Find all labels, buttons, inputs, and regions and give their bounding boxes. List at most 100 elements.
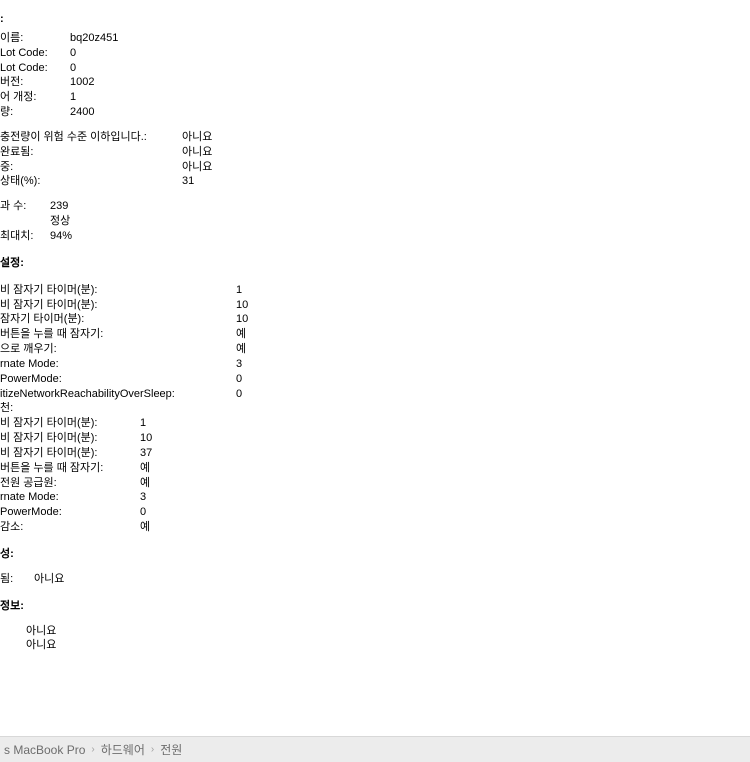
settings-header: 설정: xyxy=(0,256,750,271)
settings-group-b: 비 잠자기 타이머(분):1 비 잠자기 타이머(분):10 비 잠자기 타이머… xyxy=(0,416,750,535)
info-key: PowerMode: xyxy=(0,372,228,387)
info-row: 잠자기 타이머(분):10 xyxy=(0,312,750,327)
info-row: 비 잠자기 타이머(분):1 xyxy=(0,283,750,298)
info-value: 239 xyxy=(42,199,68,214)
info-row: 버튼을 누를 때 잠자기:예 xyxy=(0,461,750,476)
info-value: 아니요 xyxy=(26,638,56,653)
info-value: 0 xyxy=(62,61,76,76)
info-key: 비 잠자기 타이머(분): xyxy=(0,446,132,461)
breadcrumb: s MacBook Pro › 하드웨어 › 전원 xyxy=(0,736,750,762)
info-key: 비 잠자기 타이머(분): xyxy=(0,298,228,313)
info-header: 정보: xyxy=(0,599,750,614)
info-value: 10 xyxy=(228,312,248,327)
info-key: 비 잠자기 타이머(분): xyxy=(0,416,132,431)
info-key: 감소: xyxy=(0,520,132,535)
info-value: 아니요 xyxy=(174,145,212,160)
info-key: 버튼을 누를 때 잠자기: xyxy=(0,461,132,476)
info-key: rnate Mode: xyxy=(0,357,228,372)
info-key: 으로 깨우기: xyxy=(0,342,228,357)
info-row: 아니요 xyxy=(0,624,750,639)
info-key: 비 잠자기 타이머(분): xyxy=(0,283,228,298)
info-row: 비 잠자기 타이머(분):1 xyxy=(0,416,750,431)
info-value: 정상 xyxy=(42,214,70,229)
info-row: 과 수:239 xyxy=(0,199,750,214)
info-row: 전원 공급원:예 xyxy=(0,476,750,491)
info-row: 됨:아니요 xyxy=(0,572,750,587)
info-key: 이름: xyxy=(0,31,62,46)
info-value: 0 xyxy=(62,46,76,61)
info-value: 1002 xyxy=(62,75,94,90)
info-value: 아니요 xyxy=(26,624,56,639)
info-row: 비 잠자기 타이머(분):37 xyxy=(0,446,750,461)
info-key: PowerMode: xyxy=(0,505,132,520)
info-row: PowerMode:0 xyxy=(0,505,750,520)
info-key: itizeNetworkReachabilityOverSleep: xyxy=(0,387,228,402)
info-key: 중: xyxy=(0,160,174,175)
info-row: 어 개정:1 xyxy=(0,90,750,105)
info-row: Lot Code:0 xyxy=(0,46,750,61)
info-value: 예 xyxy=(228,342,246,357)
info-key xyxy=(0,624,26,639)
system-info-group: 아니요 아니요 xyxy=(0,624,750,654)
info-value: 37 xyxy=(132,446,152,461)
info-row: 최대치:94% xyxy=(0,229,750,244)
info-value: 3 xyxy=(132,490,146,505)
info-value: 1 xyxy=(62,90,76,105)
info-value: 0 xyxy=(132,505,146,520)
info-key: 완료됨: xyxy=(0,145,174,160)
info-value: 0 xyxy=(228,387,242,402)
info-row: PowerMode:0 xyxy=(0,372,750,387)
info-value: 10 xyxy=(132,431,152,446)
info-key: 어 개정: xyxy=(0,90,62,105)
info-row: 아니요 xyxy=(0,638,750,653)
info-value: 2400 xyxy=(62,105,94,120)
info-value: 예 xyxy=(132,520,150,535)
info-value: 아니요 xyxy=(26,572,64,587)
info-value: 0 xyxy=(228,372,242,387)
info-row: 비 잠자기 타이머(분):10 xyxy=(0,298,750,313)
info-row: 이름:bq20z451 xyxy=(0,31,750,46)
settings-subhead: 천: xyxy=(0,401,750,416)
info-row: rnate Mode:3 xyxy=(0,357,750,372)
health-info-group: 과 수:239 정상 최대치:94% xyxy=(0,199,750,244)
info-row: 버전:1002 xyxy=(0,75,750,90)
charge-info-group: 충전량이 위험 수준 이하입니다.:아니요 완료됨:아니요 중:아니요 상태(%… xyxy=(0,130,750,189)
info-key: 됨: xyxy=(0,572,26,587)
settings-group-a: 비 잠자기 타이머(분):1 비 잠자기 타이머(분):10 잠자기 타이머(분… xyxy=(0,283,750,417)
info-row: rnate Mode:3 xyxy=(0,490,750,505)
info-row: 완료됨:아니요 xyxy=(0,145,750,160)
info-value: 예 xyxy=(132,476,150,491)
info-key: 상태(%): xyxy=(0,174,174,189)
info-value: 3 xyxy=(228,357,242,372)
info-value: 1 xyxy=(132,416,146,431)
info-value: 예 xyxy=(228,327,246,342)
info-row: itizeNetworkReachabilityOverSleep:0 xyxy=(0,387,750,402)
info-row: 량:2400 xyxy=(0,105,750,120)
info-value: 아니요 xyxy=(174,160,212,175)
info-key xyxy=(0,214,42,229)
info-row: 충전량이 위험 수준 이하입니다.:아니요 xyxy=(0,130,750,145)
info-row: 중:아니요 xyxy=(0,160,750,175)
config-header: 성: xyxy=(0,547,750,562)
info-value: 10 xyxy=(228,298,248,313)
info-value: 예 xyxy=(132,461,150,476)
info-row: 으로 깨우기:예 xyxy=(0,342,750,357)
info-value: 1 xyxy=(228,283,242,298)
system-report-content: : 이름:bq20z451 Lot Code:0 Lot Code:0 버전:1… xyxy=(0,12,750,653)
info-value: 94% xyxy=(42,229,72,244)
info-key: Lot Code: xyxy=(0,61,62,76)
info-key: 잠자기 타이머(분): xyxy=(0,312,228,327)
battery-info-group: 이름:bq20z451 Lot Code:0 Lot Code:0 버전:100… xyxy=(0,31,750,120)
info-key: 버전: xyxy=(0,75,62,90)
info-key: 비 잠자기 타이머(분): xyxy=(0,431,132,446)
info-row: 버튼을 누를 때 잠자기:예 xyxy=(0,327,750,342)
config-group: 됨:아니요 xyxy=(0,572,750,587)
info-key xyxy=(0,638,26,653)
info-value: 31 xyxy=(174,174,194,189)
info-key: rnate Mode: xyxy=(0,490,132,505)
section-header: : xyxy=(0,12,750,27)
info-row: 비 잠자기 타이머(분):10 xyxy=(0,431,750,446)
info-row: 상태(%):31 xyxy=(0,174,750,189)
info-row: 감소:예 xyxy=(0,520,750,535)
info-key: Lot Code: xyxy=(0,46,62,61)
